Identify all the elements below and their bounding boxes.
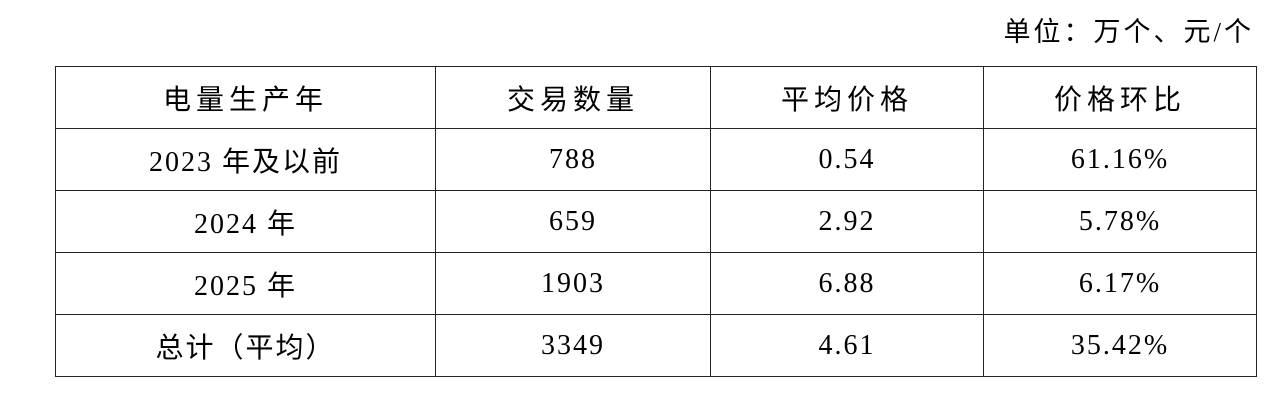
table-total-row: 总计（平均） 3349 4.61 35.42%	[55, 314, 1257, 377]
cell-volume: 659	[435, 190, 711, 253]
header-price-change: 价格环比	[983, 66, 1257, 129]
table-row: 2025 年 1903 6.88 6.17%	[55, 252, 1257, 315]
data-table: 电量生产年 交易数量 平均价格 价格环比 2023 年及以前 788 0.54 …	[55, 66, 1257, 377]
cell-year: 2024 年	[55, 190, 436, 253]
header-production-year: 电量生产年	[55, 66, 436, 129]
cell-volume: 1903	[435, 252, 711, 315]
header-average-price: 平均价格	[710, 66, 984, 129]
cell-year: 2025 年	[55, 252, 436, 315]
cell-volume: 3349	[435, 314, 711, 377]
cell-volume: 788	[435, 128, 711, 191]
table-row: 2023 年及以前 788 0.54 61.16%	[55, 128, 1257, 191]
table-header-row: 电量生产年 交易数量 平均价格 价格环比	[55, 66, 1257, 129]
table-row: 2024 年 659 2.92 5.78%	[55, 190, 1257, 253]
cell-price: 4.61	[710, 314, 984, 377]
cell-year: 总计（平均）	[55, 314, 436, 377]
unit-label: 单位：万个、元/个	[1003, 17, 1254, 47]
cell-price: 6.88	[710, 252, 984, 315]
cell-price: 0.54	[710, 128, 984, 191]
cell-change: 61.16%	[983, 128, 1257, 191]
cell-change: 6.17%	[983, 252, 1257, 315]
cell-change: 5.78%	[983, 190, 1257, 253]
cell-year: 2023 年及以前	[55, 128, 436, 191]
cell-price: 2.92	[710, 190, 984, 253]
header-trade-volume: 交易数量	[435, 66, 711, 129]
cell-change: 35.42%	[983, 314, 1257, 377]
